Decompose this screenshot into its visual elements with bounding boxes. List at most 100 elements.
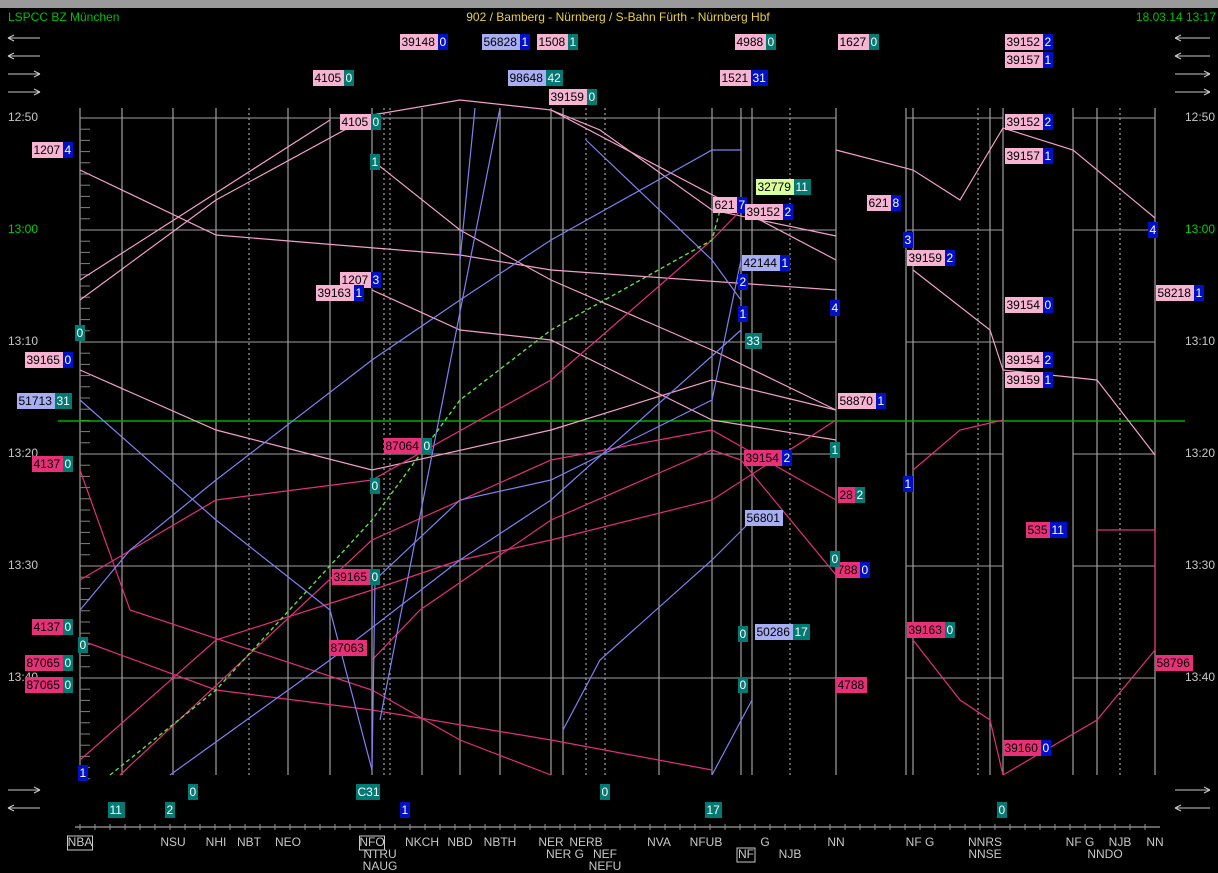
- label-box: [1005, 114, 1043, 130]
- time-label: 13:00: [1185, 222, 1215, 236]
- station-label: NNDO: [1087, 847, 1122, 861]
- delay-label: 2: [740, 275, 747, 289]
- train-number: 98648: [510, 71, 544, 85]
- delay-label: 0: [80, 638, 87, 652]
- train-number: 621: [869, 196, 889, 210]
- station-label: NJB: [779, 847, 802, 861]
- station-label: NBD: [447, 835, 473, 849]
- station-label: NN: [1146, 835, 1163, 849]
- label-box: [836, 562, 860, 578]
- label-box: [745, 333, 762, 349]
- station-label: NBA: [68, 835, 93, 849]
- label-box: [783, 204, 793, 220]
- label-box: [876, 393, 886, 409]
- station-label: NTRU: [363, 847, 396, 861]
- label-box: [371, 272, 381, 288]
- train-number: 4137: [34, 620, 61, 634]
- label-box: [63, 619, 73, 635]
- delay-label: 2: [947, 251, 954, 265]
- label-box: [313, 70, 344, 86]
- delay-label: 0: [832, 552, 839, 566]
- label-box: [370, 154, 380, 170]
- label-box: [838, 34, 869, 50]
- station-label: NER: [538, 835, 564, 849]
- train-path: [1002, 529, 1156, 776]
- train-number: 42144: [744, 256, 778, 270]
- station-box: [359, 835, 385, 851]
- train-number: 4788: [838, 678, 865, 692]
- direction-arrow: [8, 70, 41, 78]
- train-number: 58218: [1158, 286, 1192, 300]
- delay-label: 0: [862, 563, 869, 577]
- label-box: [55, 393, 72, 409]
- train-path: [79, 209, 742, 581]
- train-number: 4105: [342, 115, 369, 129]
- label-box: [945, 622, 955, 638]
- train-number: 39154: [746, 451, 780, 465]
- label-box: [907, 250, 945, 266]
- direction-arrow: [8, 786, 41, 794]
- label-box: [945, 250, 955, 266]
- train-number: 39157: [1007, 149, 1041, 163]
- label-box: [1026, 522, 1050, 538]
- delay-label: 1: [1196, 286, 1203, 300]
- delay-label: 1: [905, 477, 912, 491]
- train-number: 39159: [551, 90, 585, 104]
- delay-label: 0: [190, 785, 197, 799]
- station-label: NAUG: [363, 859, 398, 873]
- label-box: [400, 802, 410, 818]
- label-box: [354, 285, 364, 301]
- delay-label: 42: [548, 71, 562, 85]
- label-box: [520, 34, 530, 50]
- time-label: 13:20: [1185, 446, 1215, 460]
- grid: 12:50 12:50 13:00 13:00 13:10 13:10 13:20 13:20…: [7, 34, 1215, 873]
- delay-label: 0: [1045, 298, 1052, 312]
- label-box: [188, 784, 198, 800]
- train-number: 39163: [909, 623, 943, 637]
- station-label: NEO: [275, 835, 301, 849]
- delay-label: 1: [1045, 149, 1052, 163]
- delay-label: 33: [747, 334, 761, 348]
- delay-label: 2: [785, 205, 792, 219]
- label-box: [32, 142, 63, 158]
- station-label: NERB: [569, 835, 602, 849]
- label-box: [1005, 297, 1043, 313]
- time-label: 13:10: [1185, 334, 1215, 348]
- station-label: NBTH: [484, 835, 517, 849]
- label-box: [1005, 34, 1043, 50]
- time-label: 13:10: [8, 334, 38, 348]
- delay-label: 1: [356, 286, 363, 300]
- label-box: [32, 456, 63, 472]
- label-box: [508, 70, 546, 86]
- train-number: 32779: [758, 180, 792, 194]
- label-box: [600, 784, 610, 800]
- train-number: 51713: [19, 394, 53, 408]
- station-label: G: [760, 835, 769, 849]
- label-box: [738, 306, 748, 322]
- delay-label: 1: [522, 35, 529, 49]
- delay-label: 2: [1045, 115, 1052, 129]
- delay-label: 0: [346, 71, 353, 85]
- label-box: [422, 438, 432, 454]
- label-box: [1005, 52, 1043, 68]
- delay-label: 0: [740, 678, 747, 692]
- delay-label: 11: [1052, 523, 1065, 537]
- label-box: [780, 255, 790, 271]
- label-box: [867, 195, 891, 211]
- window-frame: [0, 0, 1218, 8]
- time-label: 13:00: [8, 222, 38, 236]
- train-path: [119, 429, 837, 776]
- train-number: 39152: [747, 205, 781, 219]
- direction-arrow: [1174, 804, 1210, 812]
- train-path: [912, 639, 1004, 776]
- train-number: 39163: [318, 286, 352, 300]
- label-box: [332, 569, 370, 585]
- label-box: [63, 142, 73, 158]
- label-box: [356, 784, 380, 800]
- train-number: 56828: [484, 35, 518, 49]
- label-box: [745, 510, 783, 526]
- delay-label: 0: [589, 90, 596, 104]
- delay-label: 31: [57, 394, 71, 408]
- station-label: NF G: [1066, 835, 1095, 849]
- label-box: [1043, 372, 1053, 388]
